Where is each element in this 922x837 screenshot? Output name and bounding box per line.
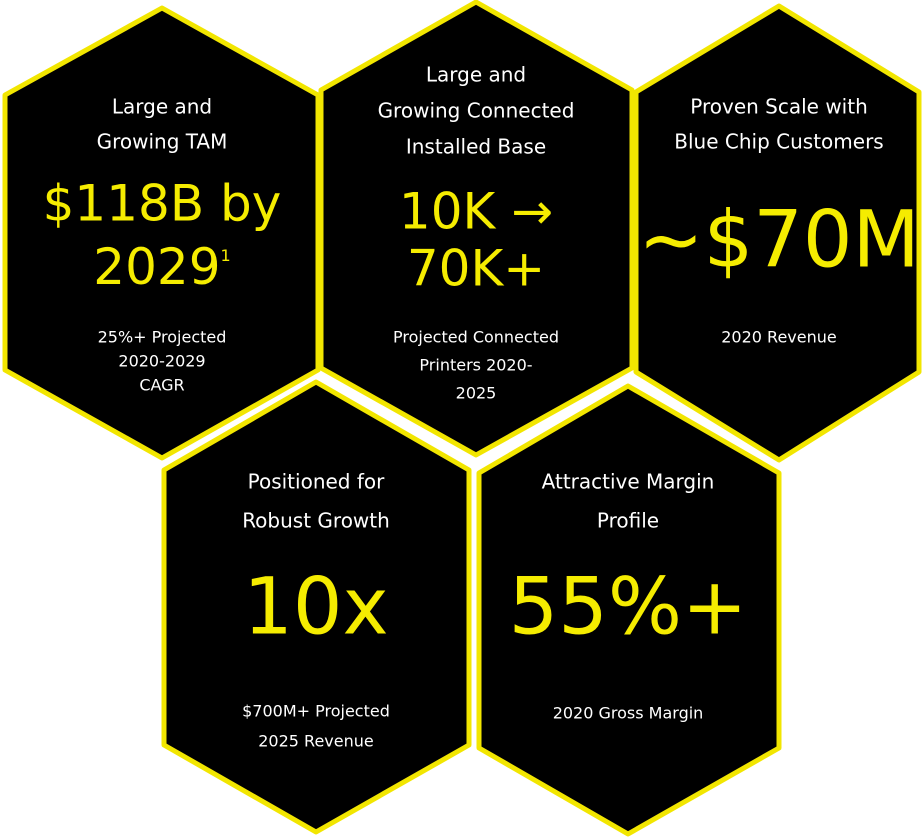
- footnote-marker: 1: [221, 246, 231, 265]
- hexagon-value: 20291: [93, 238, 230, 296]
- hexagon-value: 10K →: [399, 183, 553, 241]
- hexagon-value: 10x: [243, 562, 388, 652]
- hexagon-heading: Installed Base: [406, 135, 546, 159]
- hexagon-heading: Growing Connected: [378, 99, 575, 123]
- hexagon-heading: Robust Growth: [242, 509, 390, 533]
- hexagon-value: ~$70M: [638, 195, 920, 285]
- hexagon-heading: Profile: [597, 509, 659, 533]
- hexagon-note: 25%+ Projected: [98, 328, 227, 347]
- hexagon-note: 2025 Revenue: [258, 732, 373, 751]
- hexagon-value: 55%+: [509, 562, 748, 652]
- hexagon-value-line: 2029: [93, 238, 220, 296]
- hexagon-heading: Proven Scale with: [690, 95, 868, 119]
- hexagon-heading: Growing TAM: [97, 130, 228, 154]
- hexagon-note: 2020 Gross Margin: [553, 704, 704, 723]
- hexagon: [2, 5, 321, 461]
- hexagon: [161, 379, 472, 835]
- hexagon-note: 2020-2029: [118, 352, 205, 371]
- hexagon-value: $118B by: [43, 175, 282, 233]
- hexagon-heading: Large and: [112, 95, 212, 119]
- hexagon: [476, 383, 782, 837]
- hexagon-value: 70K+: [407, 240, 545, 298]
- hexagon-note: Projected Connected: [393, 328, 559, 347]
- hexagon-heading: Large and: [426, 63, 526, 87]
- hexagon: [318, 0, 635, 458]
- hexagon-note: $700M+ Projected: [242, 702, 390, 721]
- hexagon-note: 2020 Revenue: [721, 328, 836, 347]
- hexagon-note: 2025: [456, 384, 497, 403]
- hexagon-heading: Blue Chip Customers: [674, 130, 883, 154]
- hexagon-note: CAGR: [139, 376, 184, 395]
- hexagon-note: Printers 2020-: [419, 356, 532, 375]
- hexagon-heading: Positioned for: [248, 470, 386, 494]
- hexagon: [633, 3, 922, 463]
- hexagon-heading: Attractive Margin: [542, 470, 715, 494]
